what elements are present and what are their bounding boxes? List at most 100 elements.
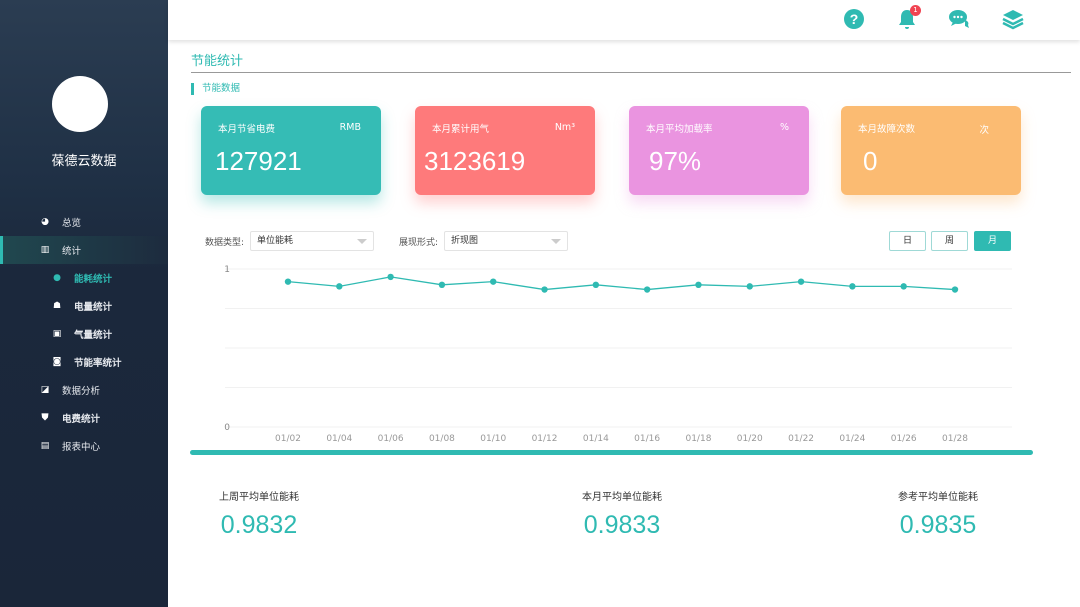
sidebar-item-fees[interactable]: ⛊ 电费统计 (0, 404, 168, 432)
x-tick-label: 01/28 (942, 434, 968, 444)
x-tick-label: 01/24 (839, 434, 865, 444)
pie-icon: ◕ (41, 217, 49, 227)
stat-this-month: 本月平均单位能耗 0.9833 (522, 488, 722, 540)
data-point (849, 283, 856, 290)
stat-value: 0.9833 (583, 511, 661, 539)
sidebar-item-analysis[interactable]: ◪ 数据分析 (0, 376, 168, 404)
sidebar-item-reports[interactable]: ▤ 报表中心 (0, 432, 168, 460)
x-tick-label: 01/14 (583, 434, 609, 444)
line-chart: 0 1 01/02 01/04 01/06 01/08 01/10 01/12 01/14 01/… (224, 265, 1012, 444)
data-type-control: 数据类型: 单位能耗 (205, 231, 375, 251)
stat-label: 上周平均单位能耗 (219, 492, 299, 503)
x-tick-label: 01/20 (737, 434, 763, 444)
data-point (643, 286, 651, 293)
x-tick-label: 01/22 (788, 434, 814, 444)
sidebar-item-label: 报表中心 (62, 442, 101, 453)
stat-value: 0.9832 (220, 511, 298, 539)
x-tick-label: 01/12 (532, 434, 558, 444)
card-unit: 次 (979, 125, 989, 136)
display-form-select[interactable]: 折现图 (444, 231, 569, 251)
chat-icon[interactable] (948, 8, 970, 30)
sidebar-item-label: 数据分析 (62, 386, 101, 397)
divider (191, 72, 1071, 73)
display-form-label: 展现形式: (399, 237, 439, 248)
data-point (336, 283, 343, 290)
period-month-button[interactable]: 月 (974, 231, 1011, 251)
data-point (592, 281, 600, 288)
page-title: 节能统计 (191, 54, 244, 69)
x-tick-label: 01/18 (685, 434, 711, 444)
sidebar-item-label: 总览 (62, 218, 82, 229)
sidebar-item-overview[interactable]: ◕ 总览 (0, 208, 168, 236)
y-tick-label: 0 (224, 423, 230, 433)
card-value: 0 (863, 146, 878, 176)
data-point (746, 283, 753, 290)
bell-icon[interactable]: 1 (896, 5, 921, 30)
x-tick-label: 01/08 (429, 434, 455, 444)
brand-name: 葆德云数据 (51, 154, 117, 169)
user-icon: ● (53, 273, 61, 283)
stat-label: 本月平均单位能耗 (582, 492, 662, 503)
gamepad-icon: ◙ (52, 357, 62, 367)
card-unit: Nm³ (554, 122, 575, 133)
sidebar-item-statistics[interactable]: ▥ 统计 (0, 236, 168, 264)
period-week-button[interactable]: 周 (931, 231, 968, 251)
image-icon: ▣ (52, 329, 62, 339)
layers-icon[interactable] (1002, 8, 1024, 30)
y-tick-label: 1 (224, 265, 230, 275)
bar-chart-icon: ▥ (40, 245, 50, 255)
card-faults: 本月故障次数 次 0 (841, 106, 1021, 195)
data-point (951, 286, 959, 293)
report-icon: ▤ (40, 441, 50, 451)
data-point (797, 278, 805, 285)
card-gas-usage: 本月累计用气 Nm³ 3123619 (415, 106, 595, 195)
top-bar: ? 1 (168, 0, 1080, 40)
card-value: 97% (649, 146, 702, 176)
sidebar-item-label: 电量统计 (74, 302, 113, 313)
card-unit: % (779, 122, 789, 133)
stat-label: 参考平均单位能耗 (898, 492, 978, 503)
display-form-control: 展现形式: 折现图 (399, 231, 569, 251)
x-tick-label: 01/16 (634, 434, 660, 444)
card-label: 本月故障次数 (858, 124, 916, 135)
avatar[interactable] (52, 76, 108, 132)
sidebar-item-energy[interactable]: ● 能耗统计 (0, 264, 168, 292)
data-point (695, 281, 702, 288)
card-load-rate: 本月平均加载率% 97% (629, 106, 809, 195)
card-label: 本月累计用气 (432, 124, 490, 135)
sidebar-item-label: 能耗统计 (74, 274, 113, 285)
sidebar: 葆德云数据 ◕ 总览 ▥ 统计 ● 能耗统计 ☗ 电量统计 ▣ 气量统计 ◙ 节能率统计 ◪… (0, 0, 168, 607)
series-line (287, 276, 956, 291)
data-type-label: 数据类型: (205, 237, 245, 248)
section-title: 节能数据 (191, 83, 240, 95)
shield-icon: ⛊ (41, 413, 49, 423)
x-tick-label: 01/10 (480, 434, 506, 444)
sidebar-menu: ◕ 总览 ▥ 统计 ● 能耗统计 ☗ 电量统计 ▣ 气量统计 ◙ 节能率统计 ◪ 数据分析 ⛊… (0, 208, 168, 460)
card-saved-fee: 本月节省电费 RMB 127921 (201, 106, 381, 195)
help-icon[interactable]: ? (843, 8, 865, 30)
svg-text:?: ? (850, 11, 859, 27)
x-tick-label: 01/02 (275, 434, 301, 444)
sidebar-item-power[interactable]: ☗ 电量统计 (0, 292, 168, 320)
sidebar-item-saving-rate[interactable]: ◙ 节能率统计 (0, 348, 168, 376)
notification-badge: 1 (910, 5, 921, 16)
line-chart-icon: ◪ (40, 385, 50, 395)
sidebar-item-gas[interactable]: ▣ 气量统计 (0, 320, 168, 348)
chart-bottom-bar (190, 450, 1033, 455)
data-point (284, 278, 292, 285)
data-point (438, 281, 446, 288)
x-tick-label: 01/06 (378, 434, 404, 444)
data-point (900, 283, 907, 290)
stat-value: 0.9835 (899, 511, 977, 539)
data-point (490, 278, 497, 285)
data-point (541, 286, 548, 293)
stat-last-week: 上周平均单位能耗 0.9832 (159, 488, 359, 540)
data-type-select[interactable]: 单位能耗 (250, 231, 375, 251)
sidebar-item-label: 统计 (62, 246, 82, 257)
sidebar-item-label: 节能率统计 (74, 358, 122, 369)
period-day-button[interactable]: 日 (889, 231, 926, 251)
card-unit: RMB (339, 122, 361, 133)
card-value: 127921 (215, 146, 302, 176)
x-tick-label: 01/26 (891, 434, 917, 444)
x-tick-label: 01/04 (326, 434, 352, 444)
